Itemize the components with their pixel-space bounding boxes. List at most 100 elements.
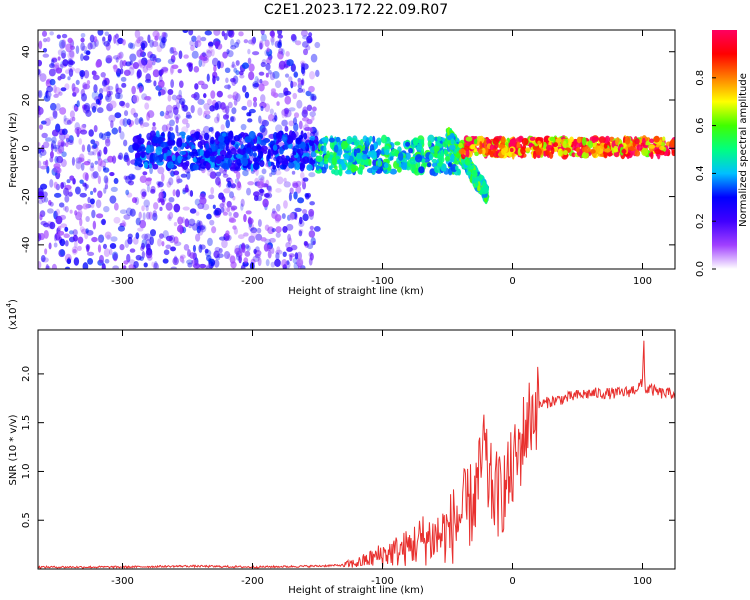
spectrogram-cell	[52, 110, 58, 119]
spectrogram-cell	[465, 149, 470, 158]
spectrogram-cell	[283, 63, 289, 69]
spectrogram-cell	[258, 174, 265, 181]
spectrogram-cell	[275, 159, 280, 169]
spectrogram-cell	[141, 233, 149, 240]
spectrogram-cell	[40, 220, 47, 226]
spectrogram-cell	[42, 53, 50, 58]
spectrogram-cell	[182, 206, 190, 211]
spectrogram-cell	[51, 59, 55, 67]
spectrogram-cell	[65, 137, 70, 143]
spectrogram-cell	[43, 37, 48, 43]
spectrogram-cell	[145, 63, 153, 71]
spectrogram-cell	[220, 124, 225, 131]
spectrogram-cell	[152, 163, 159, 170]
spectrogram-cell	[309, 135, 316, 141]
spectrogram-cell	[415, 146, 422, 151]
spectrogram-cell	[331, 156, 337, 166]
spectrogram-cell	[143, 199, 150, 208]
spectrogram-cell	[350, 164, 357, 169]
spectrogram-cell	[226, 206, 231, 213]
spectrogram-cell	[420, 139, 425, 145]
spectrogram-cell	[56, 34, 61, 39]
spectrogram-cell	[298, 148, 304, 157]
spectrogram-cell	[302, 208, 308, 215]
spectrogram-cell	[256, 181, 265, 189]
spectrogram-cell	[229, 116, 235, 122]
spectrogram-cell	[55, 208, 60, 216]
spectrogram-cell	[147, 110, 155, 118]
spectrogram-cell	[205, 264, 210, 269]
spectrogram-cell	[306, 243, 314, 250]
spectrogram-cell	[252, 255, 260, 262]
spectrogram-cell	[257, 257, 262, 267]
spectrogram-cell	[227, 101, 233, 109]
spectrogram-cell	[85, 243, 91, 250]
spectrogram-cell	[267, 185, 273, 194]
spectrogram-cell	[138, 85, 143, 94]
spectrogram-cell	[306, 104, 313, 112]
spectrogram-cell	[197, 107, 203, 116]
spectrogram-cell	[283, 144, 289, 150]
spectrogram-cell	[111, 251, 119, 261]
spectrogram-cell	[264, 192, 273, 199]
spectrogram-cell	[153, 202, 159, 210]
spectrogram-cell	[203, 150, 211, 159]
spectrogram-cell	[144, 102, 150, 110]
spectrogram-cell	[301, 41, 309, 48]
spectrogram-cell	[49, 31, 54, 36]
spectrogram-cell	[473, 138, 478, 145]
spectrogram-cell	[67, 37, 73, 44]
spectrogram-cell	[135, 217, 141, 226]
spectrogram-cell	[103, 146, 108, 155]
spectrogram-cell	[284, 125, 289, 132]
spectrogram-cell	[615, 138, 619, 146]
spectrogram-cell	[118, 152, 124, 160]
spectrogram-cell	[147, 254, 153, 261]
spectrogram-cell	[641, 147, 649, 157]
spectrogram-cell	[311, 95, 317, 101]
spectrogram-cell	[91, 90, 99, 100]
spectrogram-cell	[141, 205, 145, 212]
spectrogram-cell	[261, 127, 268, 136]
spectrogram-cell	[329, 140, 335, 150]
spectrogram-cell	[113, 34, 117, 44]
spectrogram-cell	[434, 136, 438, 142]
spectrogram-cell	[38, 233, 42, 242]
spectrogram-cell	[208, 126, 214, 132]
spectrogram-cell	[117, 52, 122, 60]
spectrogram-cell	[193, 263, 201, 269]
spectrogram-x-tick-label: 100	[633, 276, 652, 287]
spectrogram-cell	[474, 176, 481, 181]
spectrogram-cell	[83, 102, 91, 112]
spectrogram-cell	[77, 209, 83, 218]
spectrogram-cell	[119, 244, 125, 251]
spectrogram-cell	[87, 158, 91, 164]
spectrogram-cell	[193, 157, 197, 163]
spectrogram-cell	[152, 210, 157, 218]
spectrogram-cell	[150, 188, 156, 194]
spectrogram-cell	[275, 203, 281, 212]
spectrogram-cell	[161, 31, 167, 38]
spectrogram-cell	[235, 143, 239, 150]
spectrogram-cell	[64, 240, 69, 247]
spectrogram-cell	[240, 264, 246, 269]
spectrogram-cell	[153, 262, 159, 269]
snr-x-label: Height of straight line (km)	[288, 585, 424, 596]
spectrogram-cell	[50, 140, 57, 150]
spectrogram-cell	[109, 100, 117, 109]
spectrogram-cell	[278, 47, 284, 55]
spectrogram-cell	[271, 228, 276, 233]
spectrogram-cell	[232, 95, 236, 100]
spectrogram-cell	[259, 124, 266, 133]
spectrogram-cell	[225, 119, 231, 129]
spectrogram-cell	[98, 87, 104, 95]
spectrogram-cell	[175, 189, 181, 198]
spectrogram-cell	[86, 79, 91, 85]
spectrogram-cell	[156, 44, 163, 53]
spectrogram-cell	[302, 106, 308, 115]
spectrogram-cell	[246, 245, 251, 252]
spectrogram-cell	[228, 191, 235, 199]
spectrogram-cell	[187, 262, 193, 268]
spectrogram-cell	[40, 120, 47, 125]
spectrogram-cell	[146, 59, 153, 69]
